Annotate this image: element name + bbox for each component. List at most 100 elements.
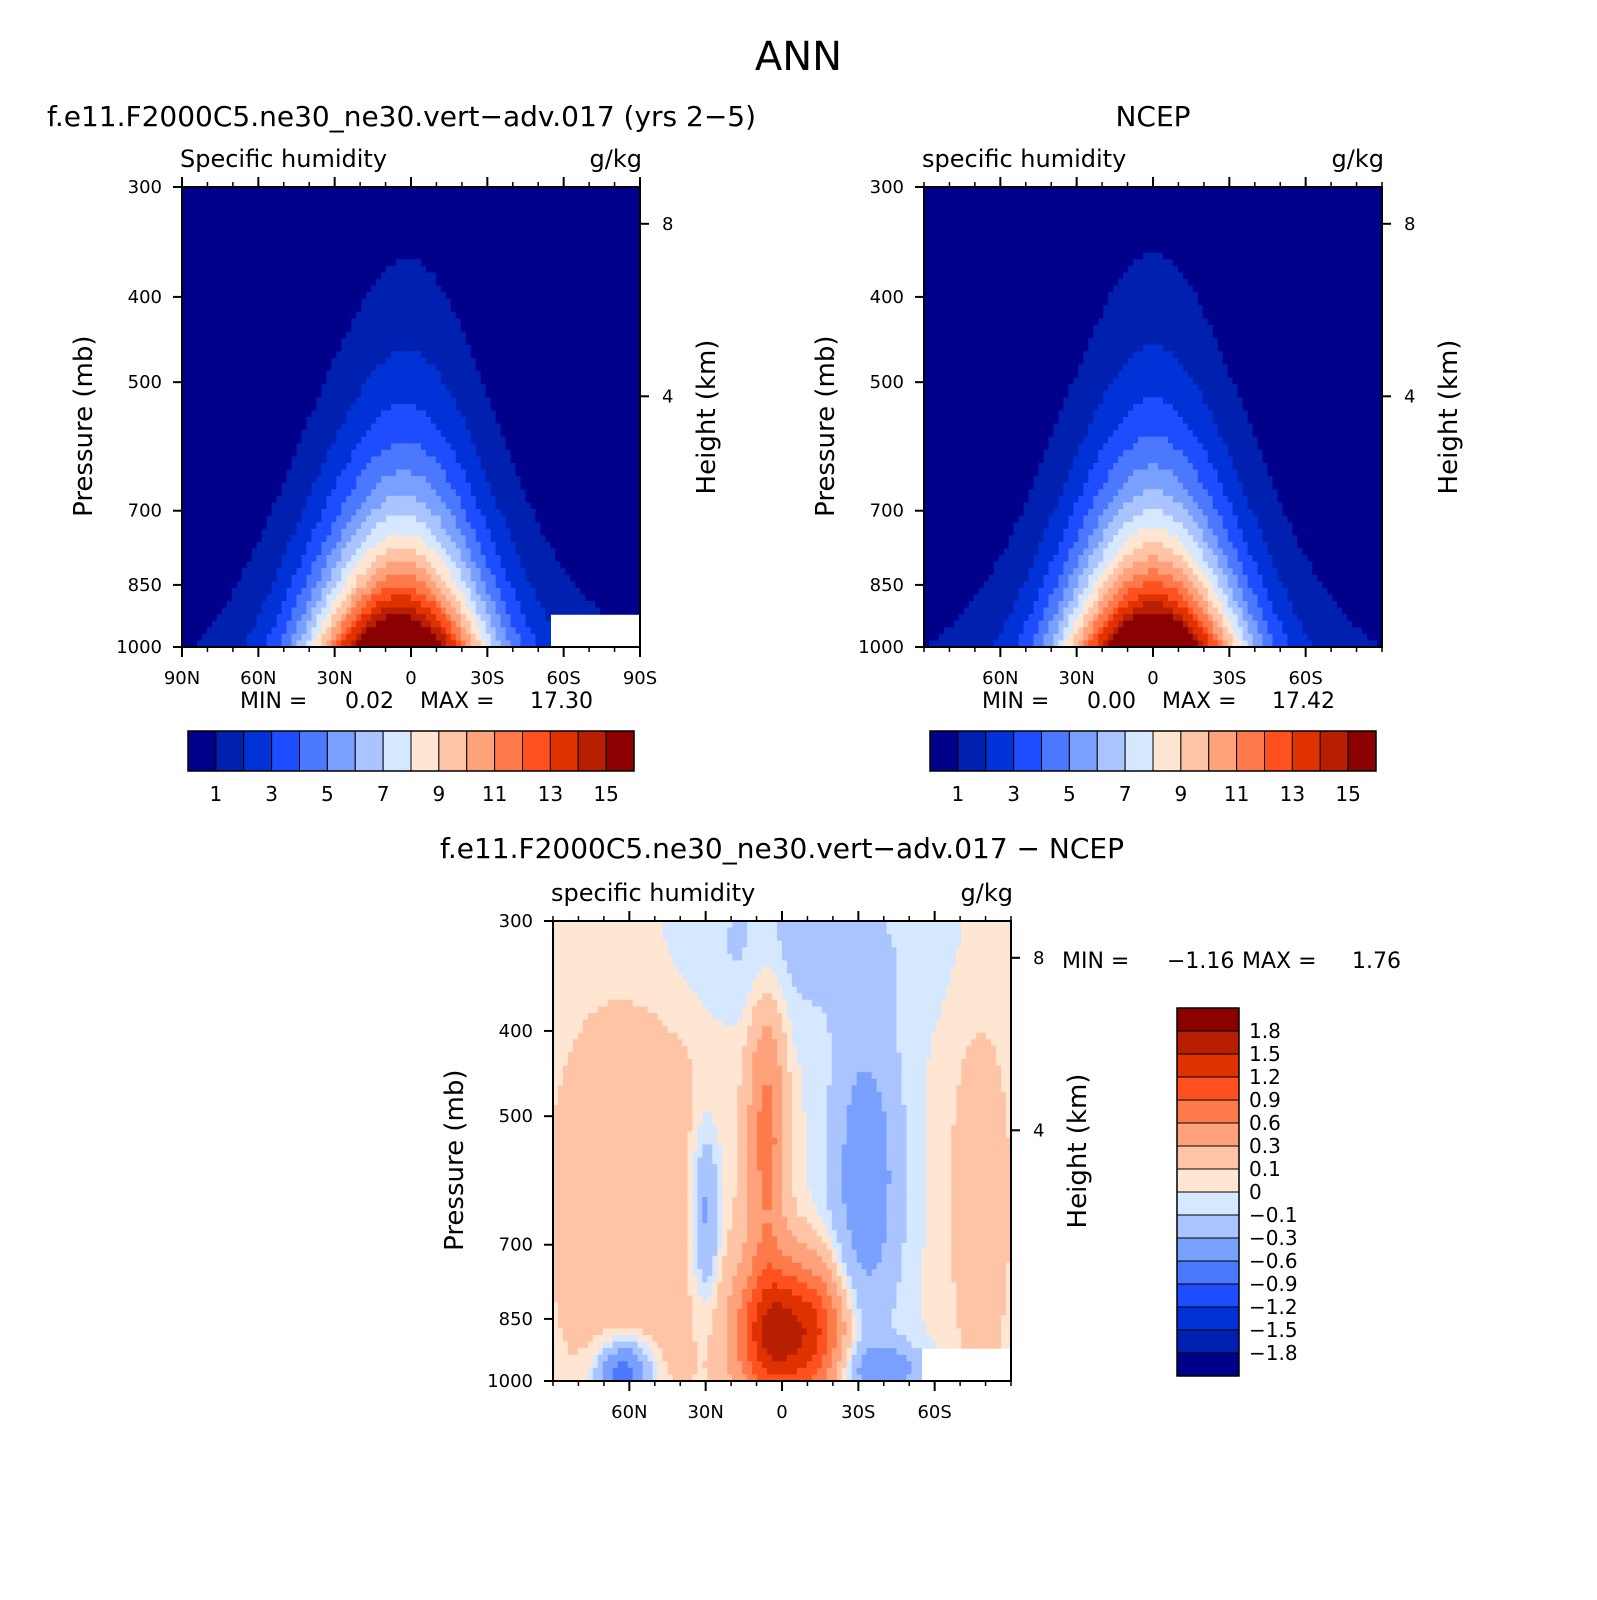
contour-cell	[570, 403, 576, 412]
contour-cell	[301, 285, 308, 293]
contour-cell	[520, 344, 527, 352]
contour-cell	[555, 206, 561, 214]
contour-cell	[545, 417, 551, 425]
contour-cell	[595, 259, 601, 267]
contour-cell	[595, 390, 601, 398]
contour-cell	[500, 443, 507, 451]
contour-cell	[480, 187, 487, 195]
contour-cell	[191, 436, 198, 444]
contour-cell	[545, 364, 551, 372]
contour-cell	[311, 305, 318, 313]
contour-cell	[495, 331, 502, 339]
contour-cell	[406, 325, 412, 333]
contour-cell	[480, 397, 487, 405]
contour-cell	[341, 528, 347, 536]
contour-cell	[186, 509, 193, 517]
contour-cell	[201, 476, 208, 484]
contour-cell	[485, 495, 492, 504]
contour-cell	[545, 265, 551, 274]
contour-cell	[231, 338, 238, 346]
contour-cell	[411, 364, 417, 372]
contour-cell	[281, 515, 288, 523]
contour-cell	[635, 502, 641, 510]
contour-cell	[625, 403, 631, 412]
contour-cell	[615, 371, 621, 379]
contour-cell	[251, 239, 258, 247]
contour-cell	[326, 344, 332, 352]
contour-cell	[415, 239, 422, 247]
contour-cell	[480, 522, 487, 530]
contour-cell	[381, 410, 387, 418]
contour-cell	[515, 423, 522, 431]
contour-cell	[326, 489, 332, 497]
contour-cell	[600, 495, 606, 504]
contour-cell	[321, 476, 327, 484]
contour-cell	[331, 377, 337, 385]
contour-cell	[186, 436, 193, 444]
contour-cell	[625, 364, 631, 372]
contour-cell	[525, 495, 532, 504]
contour-cell	[341, 351, 347, 359]
contour-cell	[560, 397, 566, 405]
contour-cell	[605, 463, 611, 471]
contour-cell	[236, 423, 243, 431]
contour-cell	[182, 311, 188, 320]
contour-cell	[316, 206, 322, 214]
contour-cell	[371, 436, 377, 444]
contour-cell	[326, 259, 332, 267]
contour-cell	[256, 371, 263, 379]
contour-cell	[430, 325, 437, 333]
contour-cell	[206, 311, 213, 320]
contour-cell	[216, 449, 223, 458]
contour-cell	[231, 377, 238, 385]
contour-cell	[585, 351, 591, 359]
contour-cell	[261, 285, 268, 293]
contour-cell	[540, 344, 547, 352]
contour-cell	[236, 469, 243, 477]
contour-cell	[515, 265, 522, 274]
contour-cell	[635, 528, 641, 536]
contour-cell	[625, 246, 631, 254]
contour-cell	[625, 252, 631, 260]
contour-cell	[610, 449, 616, 458]
contour-cell	[575, 410, 581, 418]
contour-cell	[331, 430, 337, 438]
contour-cell	[480, 213, 487, 221]
contour-cell	[440, 279, 447, 287]
contour-cell	[286, 443, 293, 451]
contour-cell	[460, 423, 467, 431]
contour-cell	[460, 206, 467, 214]
contour-cell	[216, 200, 223, 208]
contour-cell	[206, 213, 213, 221]
contour-cell	[211, 509, 218, 517]
contour-cell	[246, 469, 253, 477]
contour-cell	[366, 495, 372, 504]
contour-cell	[371, 456, 377, 464]
contour-cell	[585, 246, 591, 254]
contour-cell	[366, 187, 372, 195]
contour-cell	[191, 469, 198, 477]
contour-cell	[515, 515, 522, 523]
contour-cell	[550, 219, 556, 228]
contour-cell	[605, 502, 611, 510]
contour-cell	[545, 344, 551, 352]
contour-cell	[625, 397, 631, 405]
contour-cell	[371, 495, 377, 504]
contour-cell	[630, 298, 636, 306]
contour-cell	[585, 285, 591, 293]
contour-cell	[266, 528, 273, 536]
contour-cell	[630, 528, 636, 536]
contour-cell	[625, 469, 631, 477]
contour-cell	[630, 443, 636, 451]
contour-cell	[241, 423, 248, 431]
contour-cell	[276, 305, 283, 313]
contour-cell	[241, 377, 248, 385]
contour-cell	[575, 351, 581, 359]
contour-cell	[560, 338, 566, 346]
contour-cell	[191, 239, 198, 247]
contour-cell	[186, 515, 193, 523]
contour-cell	[555, 246, 561, 254]
contour-cell	[376, 344, 382, 352]
contour-cell	[291, 193, 298, 201]
contour-cell	[540, 272, 547, 280]
